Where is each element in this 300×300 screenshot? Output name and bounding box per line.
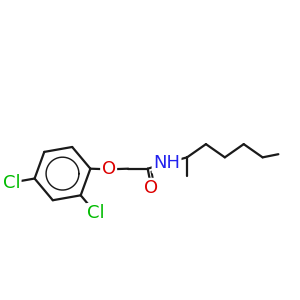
Text: O: O bbox=[144, 179, 158, 197]
Text: Cl: Cl bbox=[2, 174, 20, 192]
Text: O: O bbox=[102, 160, 116, 178]
Text: NH: NH bbox=[153, 154, 180, 172]
Text: Cl: Cl bbox=[87, 204, 105, 222]
